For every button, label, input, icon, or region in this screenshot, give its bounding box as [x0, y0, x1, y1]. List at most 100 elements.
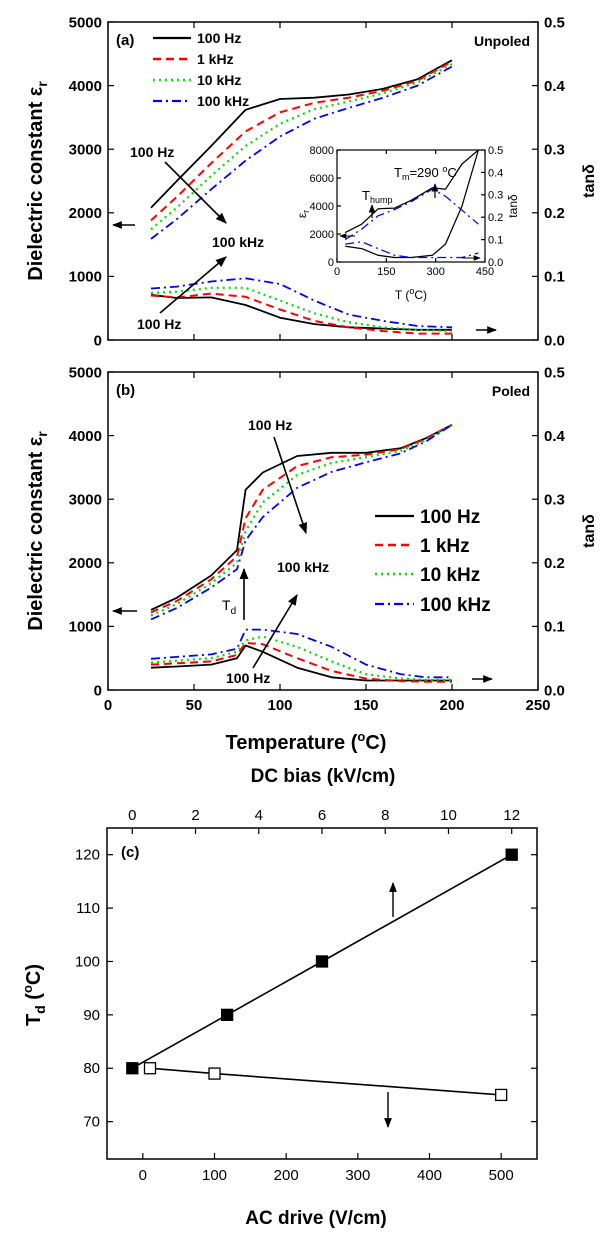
y-tick-label: 0: [328, 257, 334, 269]
series-100-hz-right: [150, 293, 452, 331]
inset-x-axis-label: T (oC): [395, 286, 427, 302]
legend-b-label-1khz: 1 kHz: [420, 536, 470, 557]
inset-series: [344, 149, 480, 259]
y2-tick-label: 0.1: [544, 619, 565, 636]
x-tick-label: 300: [426, 266, 444, 278]
y-tick-label: 100: [75, 953, 100, 970]
legend-b-label-100khz: 100 kHz: [420, 595, 491, 616]
inset-ticks: 0 150 300 450 0 2000 4000 6000 8000 0.0 0.1 0.2 0.3 0…: [310, 145, 504, 278]
inset-frame: [336, 149, 486, 263]
x2-tick-label: 2: [191, 807, 199, 824]
c-x2-axis-label: DC bias (kV/cm): [251, 766, 396, 787]
x2-tick-label: 0: [128, 807, 136, 824]
x-tick-label: 250: [525, 697, 550, 714]
y-tick-label: 5000: [69, 14, 102, 31]
c-y-axis-label: Td (oC): [20, 964, 48, 1026]
y2-tick-label: 0.5: [544, 14, 565, 31]
series-10-khz-left: [150, 423, 453, 617]
inset-y2-axis-label: tanδ: [506, 194, 520, 218]
series-1-khz-left: [150, 60, 453, 222]
y2-tick-label: 0.3: [544, 491, 565, 508]
series-1-khz-right: [150, 641, 452, 683]
arrow-a-top: [164, 161, 227, 224]
panel-a: 0100020003000400050000.00.10.20.30.40.5 …: [69, 14, 566, 349]
series-10-khz-right: [150, 286, 453, 333]
y-tick-label: 90: [83, 1007, 100, 1024]
marker-ac-drive: [143, 1062, 157, 1075]
y2-tick-label: 0.2: [544, 555, 565, 572]
x-tick-label: 450: [476, 266, 494, 278]
panel-b-label: (b): [116, 382, 135, 399]
y-tick-label: 1000: [69, 269, 102, 286]
series-100-hz-right: [345, 149, 480, 259]
y2-tick-label: 0.4: [488, 167, 503, 179]
td-label: Td: [222, 597, 236, 617]
y2-tick-label: 0.1: [488, 234, 503, 246]
marker-dc-bias: [505, 848, 518, 861]
series-100-khz-left: [150, 424, 453, 621]
inset-tm-label: Tm=290 oC: [394, 164, 457, 182]
panel-b: 0 50 100 150 200 250 0 1000 2000 3000 4000 5000 0.0 0…: [69, 364, 566, 714]
y-tick-label: 0: [94, 682, 102, 699]
panel-a-frame: [107, 21, 539, 341]
panel-a-legend: 100 Hz 1 kHz 10 kHz 100 kHz: [153, 30, 249, 109]
series-line-dc-bias: [131, 854, 513, 1069]
series-1-khz-right: [150, 292, 452, 335]
panel-b-condition-label: Poled: [492, 383, 530, 399]
y-tick-label: 80: [83, 1060, 100, 1077]
marker-ac-drive: [208, 1067, 221, 1080]
y2-tick-label: 0.3: [544, 141, 565, 158]
y2-tick-label: 0.0: [544, 682, 565, 699]
panel-b-ticks: 0 50 100 150 200 250 0 1000 2000 3000 4000 5000 0.0 0…: [69, 364, 566, 714]
y-tick-label: 6000: [310, 173, 334, 185]
y2-tick-label: 0.5: [544, 364, 565, 381]
inset-thump-label: Thump: [362, 188, 392, 205]
annotation-b-top-from: 100 Hz: [248, 417, 292, 433]
panel-a-condition-label: Unpoled: [474, 33, 530, 49]
y-tick-label: 2000: [69, 205, 102, 222]
annotation-a-bottom-from: 100 Hz: [137, 316, 181, 332]
y-tick-label: 120: [75, 847, 100, 864]
legend-label-100khz: 100 kHz: [197, 93, 249, 109]
x-tick-label: 150: [377, 266, 395, 278]
x2-tick-label: 4: [255, 807, 263, 824]
c-x-axis-label: AC drive (V/cm): [245, 1208, 386, 1229]
series-100-khz-left: [150, 65, 453, 240]
marker-dc-bias: [220, 1008, 234, 1022]
y-tick-label: 4000: [69, 78, 102, 95]
y2-tick-label: 0.2: [488, 212, 503, 224]
x2-tick-label: 6: [318, 807, 326, 824]
legend-b-label-10khz: 10 kHz: [420, 565, 480, 586]
panel-b-legend: 100 Hz 1 kHz 10 kHz 100 kHz: [375, 507, 491, 616]
annotation-a-top-from: 100 Hz: [130, 144, 174, 160]
series-1-khz-left: [150, 423, 453, 614]
y-tick-label: 5000: [69, 364, 102, 381]
y-tick-label: 2000: [310, 229, 334, 241]
ab-y-axis-label-a: Dielectric constant εr: [25, 81, 50, 281]
arrow-a-bottom: [159, 256, 227, 314]
y-tick-label: 4000: [310, 201, 334, 213]
legend-label-10khz: 10 kHz: [197, 72, 241, 88]
x-tick-label: 200: [274, 1167, 299, 1184]
panel-c-series: [126, 848, 518, 1102]
annotation-b-top-to: 100 kHz: [277, 559, 329, 575]
y2-tick-label: 0.0: [544, 332, 565, 349]
x2-tick-label: 8: [381, 807, 389, 824]
y-tick-label: 0: [94, 332, 102, 349]
annotation-b-bottom-from: 100 Hz: [226, 670, 270, 686]
panel-b-frame: [107, 371, 539, 691]
marker-ac-drive: [495, 1088, 508, 1102]
x-tick-label: 50: [186, 697, 203, 714]
arrow-b-bottom: [252, 594, 298, 669]
ab-y2-axis-label-b: tanδ: [581, 514, 598, 548]
x-tick-label: 100: [267, 697, 292, 714]
x2-tick-label: 10: [440, 807, 457, 824]
y2-tick-label: 0.2: [544, 205, 565, 222]
panel-c: 0 100 200 300 400 500 0 2 4 6 8 10 12 70 80 90 100 110 120…: [75, 807, 538, 1184]
x-tick-label: 200: [439, 697, 464, 714]
y2-tick-label: 0.5: [488, 145, 503, 157]
legend-label-100hz: 100 Hz: [197, 30, 241, 46]
x-tick-label: 150: [353, 697, 378, 714]
marker-dc-bias: [315, 955, 329, 968]
